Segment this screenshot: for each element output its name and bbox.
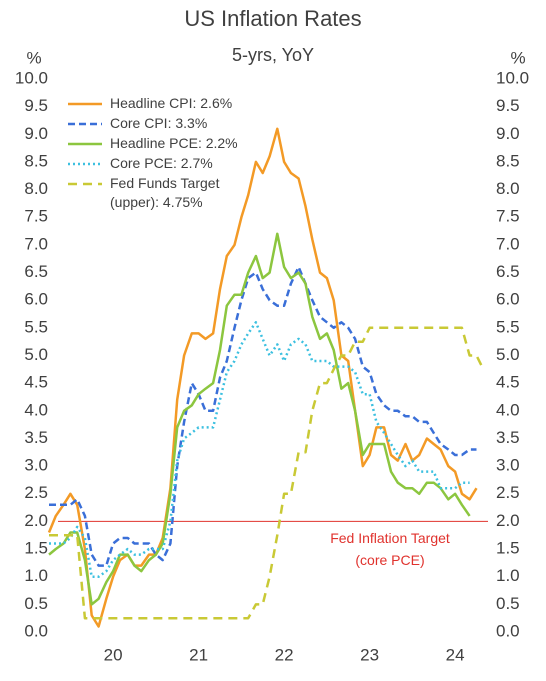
chart-title: US Inflation Rates: [184, 6, 361, 31]
y-tick-label: 2.5: [24, 483, 48, 502]
legend: Headline CPI: 2.6% Core CPI: 3.3% Headline…: [66, 94, 266, 213]
y2-tick-label: 4.0: [496, 400, 520, 419]
y-tick-label: 2.0: [24, 511, 48, 530]
y-tick-label: 0.5: [24, 594, 48, 613]
y-tick-label: 3.0: [24, 456, 48, 475]
legend-swatch: [68, 162, 102, 166]
series-line: [47, 127, 478, 628]
y2-tick-label: 3.0: [496, 456, 520, 475]
series-line: [48, 232, 471, 606]
y2-tick-label: 4.5: [496, 373, 520, 392]
y-tick-label: 5.0: [24, 345, 48, 364]
legend-label: Headline CPI: 2.6%: [110, 95, 233, 111]
legend-entry: Core PCE: 2.7%: [66, 154, 266, 173]
legend-swatch: [68, 122, 102, 126]
y-tick-label: 1.5: [24, 539, 48, 558]
chart-subtitle: 5-yrs, YoY: [232, 45, 314, 65]
y-tick-label: 7.5: [24, 207, 48, 226]
series-line: [49, 326, 485, 620]
y-tick-label: 10.0: [15, 68, 48, 87]
y2-tick-label: 1.5: [496, 539, 520, 558]
x-tick-label: 24: [446, 645, 465, 664]
x-tick-label: 22: [275, 645, 294, 664]
y2-tick-label: 9.0: [496, 124, 520, 143]
legend-label: Headline PCE: 2.2%: [110, 135, 238, 151]
y2-tick-label: 8.0: [496, 179, 520, 198]
legend-label: Core CPI: 3.3%: [110, 115, 208, 131]
y2-tick-label: 3.5: [496, 428, 520, 447]
y2-tick-label: 1.0: [496, 566, 520, 585]
legend-entry: Core CPI: 3.3%: [66, 114, 266, 133]
y2-tick-label: 10.0: [496, 68, 529, 87]
x-tick-label: 23: [360, 645, 379, 664]
y-tick-label: 6.0: [24, 290, 48, 309]
y2-tick-label: 5.5: [496, 317, 520, 336]
series-line: [49, 321, 470, 578]
target-label: (core PCE): [355, 552, 424, 568]
legend-label: Core PCE: 2.7%: [110, 155, 213, 171]
y-tick-label: 1.0: [24, 566, 48, 585]
y-unit-left: %: [26, 48, 41, 67]
legend-swatch: [68, 182, 102, 186]
y2-tick-label: 6.5: [496, 262, 520, 281]
y2-tick-label: 9.5: [496, 96, 520, 115]
x-tick-label: 21: [189, 645, 208, 664]
legend-entry: Headline PCE: 2.2%: [66, 134, 266, 153]
y2-tick-label: 5.0: [496, 345, 520, 364]
legend-entry: Headline CPI: 2.6%: [66, 94, 266, 113]
y-tick-label: 8.5: [24, 151, 48, 170]
legend-entry: Fed Funds Target (upper): 4.75%: [66, 174, 266, 212]
y2-tick-label: 2.0: [496, 511, 520, 530]
y2-tick-label: 0.0: [496, 621, 520, 640]
legend-swatch: [68, 142, 102, 146]
y-tick-label: 8.0: [24, 179, 48, 198]
y-tick-label: 9.0: [24, 124, 48, 143]
y2-tick-label: 7.5: [496, 207, 520, 226]
y-tick-label: 6.5: [24, 262, 48, 281]
y-tick-label: 3.5: [24, 428, 48, 447]
y2-tick-label: 7.0: [496, 234, 520, 253]
y-tick-label: 9.5: [24, 96, 48, 115]
y-tick-label: 4.0: [24, 400, 48, 419]
y2-tick-label: 8.5: [496, 151, 520, 170]
y-tick-label: 0.0: [24, 621, 48, 640]
y-tick-label: 5.5: [24, 317, 48, 336]
target-label: Fed Inflation Target: [330, 530, 450, 546]
legend-swatch: [68, 102, 102, 106]
y-unit-right: %: [510, 48, 525, 67]
legend-label: Fed Funds Target (upper): 4.75%: [110, 175, 220, 210]
y2-tick-label: 6.0: [496, 290, 520, 309]
x-tick-label: 20: [104, 645, 123, 664]
y-tick-label: 4.5: [24, 373, 48, 392]
series-line: [49, 265, 477, 567]
y2-tick-label: 0.5: [496, 594, 520, 613]
y-tick-label: 7.0: [24, 234, 48, 253]
y2-tick-label: 2.5: [496, 483, 520, 502]
